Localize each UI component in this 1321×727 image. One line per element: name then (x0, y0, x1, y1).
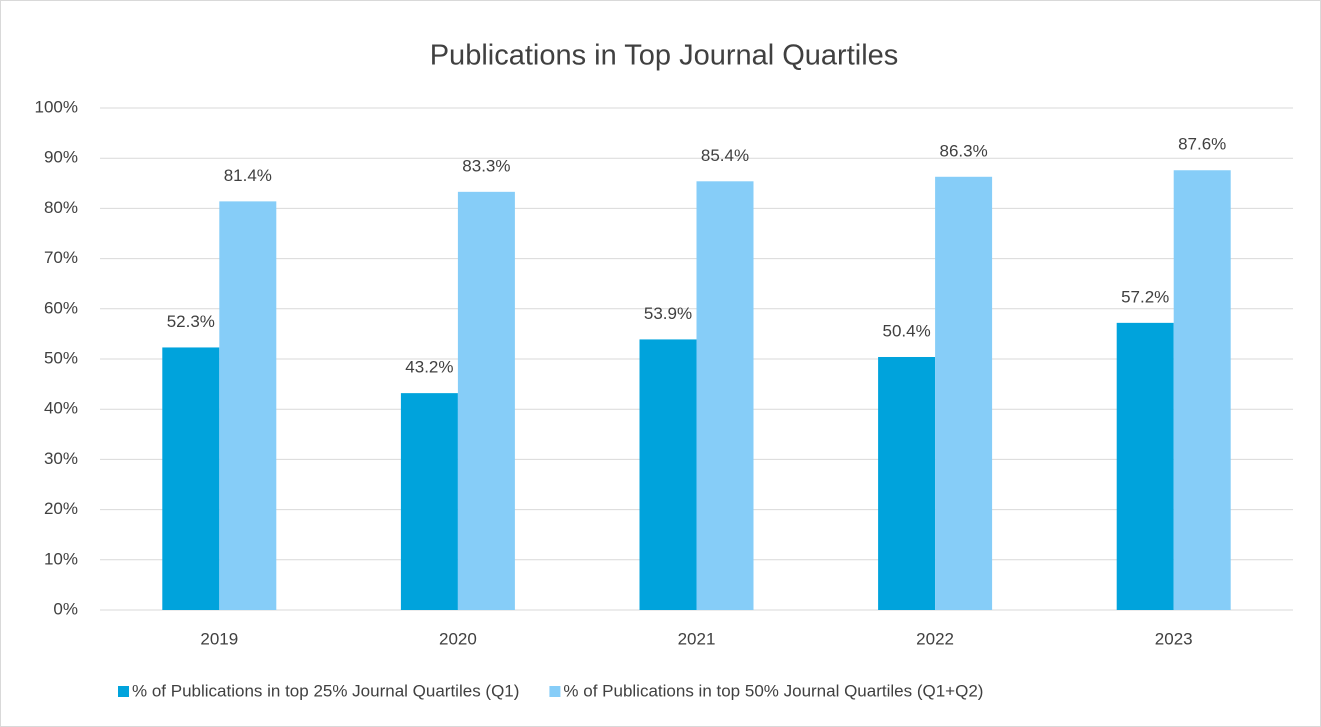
data-label: 85.4% (701, 146, 749, 165)
y-tick-label: 10% (44, 549, 78, 568)
y-tick-label: 90% (44, 148, 78, 167)
y-tick-label: 70% (44, 248, 78, 267)
bar (1116, 322, 1174, 610)
x-tick-label: 2019 (200, 629, 238, 648)
data-label: 50.4% (882, 321, 930, 340)
bar (878, 356, 936, 610)
data-label: 83.3% (462, 156, 510, 175)
y-tick-label: 80% (44, 198, 78, 217)
data-label: 81.4% (224, 166, 272, 185)
y-tick-label: 40% (44, 399, 78, 418)
x-tick-label: 2020 (439, 629, 477, 648)
y-tick-label: 30% (44, 449, 78, 468)
bar (219, 201, 277, 610)
legend-swatch (549, 686, 561, 697)
y-tick-label: 0% (53, 599, 78, 618)
y-tick-label: 50% (44, 348, 78, 367)
x-tick-label: 2022 (916, 629, 954, 648)
data-label: 86.3% (939, 141, 987, 160)
bar (457, 191, 515, 611)
data-label: 43.2% (405, 358, 453, 377)
data-label: 52.3% (167, 312, 215, 331)
bar (639, 339, 697, 610)
bar (162, 347, 220, 610)
bar (1173, 170, 1231, 611)
legend-label: % of Publications in top 50% Journal Qua… (563, 681, 983, 700)
x-tick-label: 2021 (678, 629, 716, 648)
bar (400, 393, 458, 610)
bar (696, 181, 754, 611)
bar (935, 176, 993, 611)
data-label: 57.2% (1121, 287, 1169, 306)
data-label: 53.9% (644, 304, 692, 323)
y-tick-label: 20% (44, 499, 78, 518)
x-tick-label: 2023 (1155, 629, 1193, 648)
data-label: 87.6% (1178, 135, 1226, 154)
legend-swatch (118, 686, 129, 697)
y-tick-label: 60% (44, 298, 78, 317)
y-tick-label: 100% (35, 97, 78, 116)
legend-label: % of Publications in top 25% Journal Qua… (132, 681, 519, 700)
chart-title: Publications in Top Journal Quartiles (430, 40, 899, 72)
